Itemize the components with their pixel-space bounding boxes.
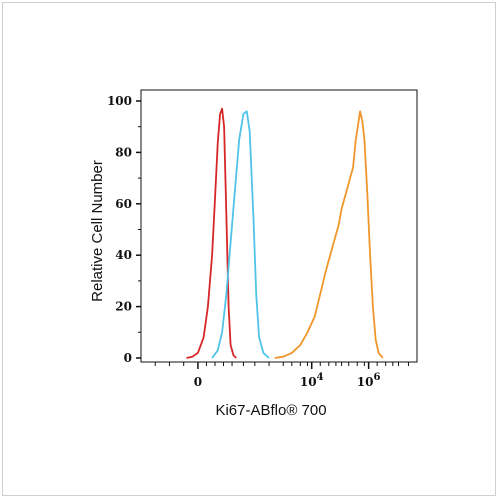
flow-histogram-chart: 0 20 40 60 80 100 0 104 106 Relative Cell Numbe… (89, 89, 418, 419)
x-axis-title-main: Ki67-ABflo (215, 402, 286, 419)
y-tick-label: 80 (115, 145, 132, 159)
histogram-series-3 (274, 110, 384, 359)
y-tick-label: 20 (115, 300, 132, 314)
plot-area-border (140, 89, 418, 363)
x-axis-title-suffix: ® 700 (286, 402, 326, 419)
y-tick-label: 0 (124, 351, 132, 365)
x-tick-label: 0 (194, 375, 202, 389)
histogram-series-1 (186, 107, 237, 359)
histogram-series-2 (211, 110, 270, 359)
x-tick-label: 104 (300, 372, 324, 389)
y-axis-title: Relative Cell Number (89, 160, 106, 302)
y-tick-label: 40 (115, 248, 132, 262)
figure-frame: 0 20 40 60 80 100 0 104 106 Relative Cell Numbe… (2, 2, 496, 496)
y-tick-label: 60 (115, 197, 132, 211)
y-tick-label: 100 (107, 94, 132, 108)
x-tick-label: 106 (357, 372, 381, 389)
x-axis-title: Ki67-ABflo® 700 (215, 402, 326, 419)
